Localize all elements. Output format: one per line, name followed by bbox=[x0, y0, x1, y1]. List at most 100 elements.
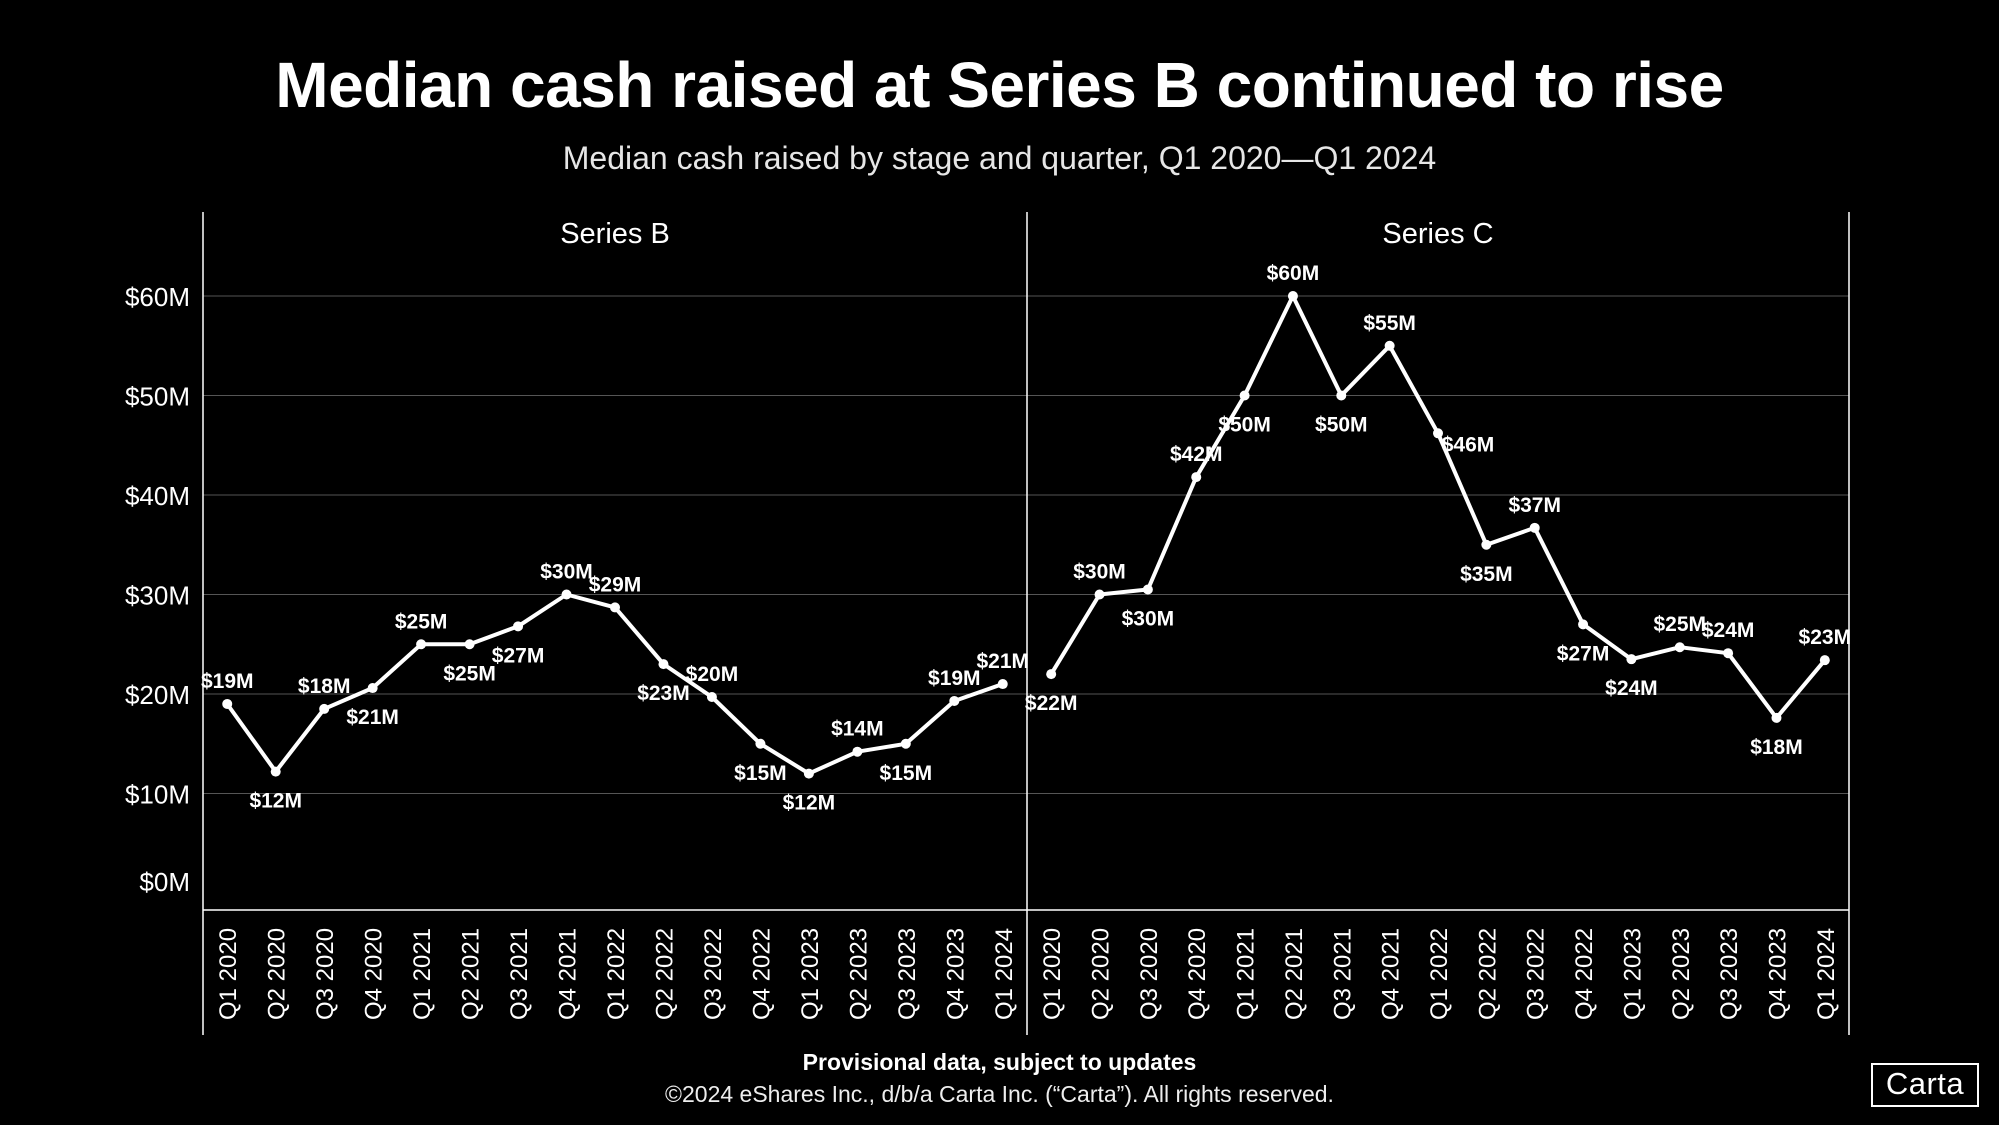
x-tick-label: Q2 2022 bbox=[1474, 928, 1501, 1020]
chart-subtitle: Median cash raised by stage and quarter,… bbox=[562, 140, 1437, 176]
x-tick-label: Q2 2020 bbox=[264, 928, 291, 1020]
data-label: $14M bbox=[831, 718, 884, 741]
data-label: $21M bbox=[346, 706, 399, 729]
provisional-note: Provisional data, subject to updates bbox=[802, 1049, 1197, 1075]
x-tick-label: Q4 2020 bbox=[361, 928, 388, 1020]
data-label: $37M bbox=[1508, 494, 1561, 517]
data-label: $18M bbox=[1750, 736, 1803, 759]
data-point bbox=[755, 738, 766, 749]
x-tick-label: Q1 2021 bbox=[1233, 928, 1260, 1020]
data-point bbox=[1626, 654, 1637, 665]
data-point bbox=[1529, 522, 1540, 533]
data-label: $23M bbox=[637, 682, 690, 705]
x-tick-label: Q4 2020 bbox=[1184, 928, 1211, 1020]
data-label: $15M bbox=[734, 762, 787, 785]
data-label: $50M bbox=[1218, 414, 1271, 437]
data-point bbox=[610, 602, 620, 613]
x-tick-label: Q3 2020 bbox=[1136, 928, 1163, 1020]
data-label: $30M bbox=[540, 561, 593, 584]
x-tick-label: Q3 2023 bbox=[894, 928, 921, 1020]
data-point bbox=[319, 703, 330, 714]
x-tick-label: Q3 2022 bbox=[700, 928, 727, 1020]
data-point bbox=[997, 679, 1008, 690]
data-point bbox=[1239, 390, 1250, 401]
y-tick-label: $60M bbox=[125, 282, 190, 312]
x-tick-label: Q4 2023 bbox=[1764, 928, 1791, 1020]
data-point bbox=[706, 691, 717, 702]
data-label: $27M bbox=[1557, 642, 1610, 665]
data-label: $12M bbox=[783, 792, 836, 815]
data-point bbox=[1674, 642, 1685, 653]
carta-logo: Carta bbox=[1871, 1063, 1979, 1107]
data-label: $46M bbox=[1442, 433, 1495, 456]
x-tick-label: Q2 2023 bbox=[1668, 928, 1695, 1020]
data-point bbox=[1046, 669, 1057, 680]
data-point bbox=[900, 738, 911, 749]
data-label: $25M bbox=[443, 662, 496, 685]
x-tick-label: Q2 2021 bbox=[1281, 928, 1308, 1020]
data-label: $60M bbox=[1267, 262, 1320, 285]
copyright-text: ©2024 eShares Inc., d/b/a Carta Inc. (“C… bbox=[665, 1081, 1334, 1107]
x-tick-label: Q1 2020 bbox=[1039, 928, 1066, 1020]
y-tick-label: $20M bbox=[125, 680, 190, 710]
y-tick-label: $0M bbox=[139, 867, 190, 897]
data-point bbox=[1287, 291, 1298, 301]
x-tick-label: Q3 2021 bbox=[1329, 928, 1356, 1020]
data-point bbox=[1384, 340, 1395, 351]
y-tick-label: $10M bbox=[125, 780, 190, 810]
x-tick-label: Q3 2020 bbox=[312, 928, 339, 1020]
x-tick-label: Q3 2021 bbox=[506, 928, 533, 1020]
data-label: $21M bbox=[976, 650, 1029, 673]
data-label: $19M bbox=[928, 667, 981, 690]
data-label: $42M bbox=[1170, 443, 1223, 466]
data-label: $30M bbox=[1122, 608, 1175, 631]
data-label: $50M bbox=[1315, 414, 1368, 437]
data-point bbox=[949, 695, 960, 706]
data-point bbox=[561, 589, 572, 600]
data-point bbox=[416, 639, 427, 650]
data-label: $55M bbox=[1363, 312, 1416, 335]
x-tick-label: Q3 2023 bbox=[1716, 928, 1743, 1020]
data-label: $12M bbox=[249, 790, 302, 813]
chart-title: Median cash raised at Series B continued… bbox=[275, 49, 1724, 121]
y-tick-label: $30M bbox=[125, 581, 190, 611]
x-tick-label: Q4 2021 bbox=[1378, 928, 1405, 1020]
data-point bbox=[270, 766, 281, 777]
x-tick-label: Q1 2022 bbox=[1426, 928, 1453, 1020]
x-tick-label: Q4 2022 bbox=[748, 928, 775, 1020]
data-point bbox=[1819, 655, 1830, 666]
x-tick-label: Q1 2023 bbox=[797, 928, 824, 1020]
x-tick-label: Q2 2021 bbox=[458, 928, 485, 1020]
data-point bbox=[1433, 428, 1443, 439]
data-label: $15M bbox=[880, 762, 933, 785]
data-point bbox=[1142, 584, 1153, 595]
x-tick-label: Q1 2021 bbox=[409, 928, 436, 1020]
data-point bbox=[1094, 589, 1105, 600]
x-tick-label: Q1 2022 bbox=[603, 928, 630, 1020]
data-label: $24M bbox=[1702, 619, 1755, 642]
data-point bbox=[1771, 712, 1782, 723]
x-tick-label: Q1 2024 bbox=[991, 928, 1018, 1020]
data-label: $30M bbox=[1073, 561, 1126, 584]
data-label: $18M bbox=[298, 675, 351, 698]
x-tick-label: Q4 2023 bbox=[942, 928, 969, 1020]
x-tick-label: Q1 2024 bbox=[1813, 928, 1840, 1020]
data-point bbox=[464, 639, 475, 650]
panel-title: Series C bbox=[1382, 218, 1493, 250]
y-tick-label: $40M bbox=[125, 481, 190, 511]
data-point bbox=[1723, 648, 1734, 659]
data-point bbox=[803, 768, 814, 779]
data-point bbox=[1191, 472, 1202, 483]
data-point bbox=[513, 621, 524, 632]
panel-title: Series B bbox=[560, 218, 670, 250]
x-tick-label: Q2 2020 bbox=[1088, 928, 1115, 1020]
data-label: $25M bbox=[1653, 613, 1706, 636]
x-tick-label: Q2 2022 bbox=[651, 928, 678, 1020]
data-point bbox=[852, 746, 863, 757]
data-point bbox=[1481, 539, 1492, 550]
x-tick-label: Q2 2023 bbox=[845, 928, 872, 1020]
data-point bbox=[1578, 619, 1589, 630]
data-label: $24M bbox=[1605, 677, 1658, 700]
data-label: $23M bbox=[1799, 626, 1852, 649]
